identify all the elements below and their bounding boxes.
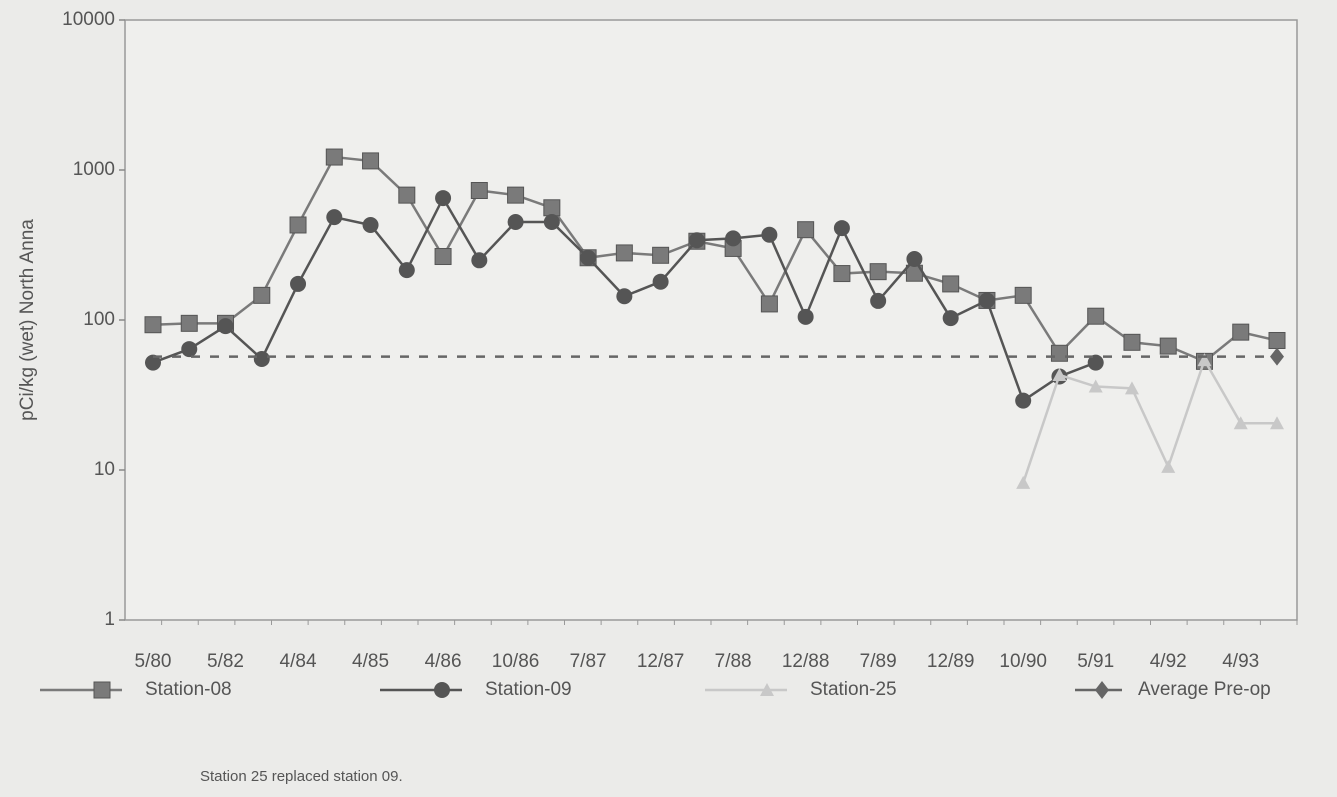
- x-tick-label: 7/88: [715, 651, 752, 672]
- data-point: [289, 216, 307, 234]
- data-point: [145, 354, 161, 371]
- data-point: [1232, 323, 1250, 341]
- x-tick-label: 4/93: [1222, 651, 1259, 672]
- data-point: [543, 214, 560, 231]
- data-point: [1270, 347, 1284, 366]
- data-point: [942, 310, 959, 327]
- data-point: [1161, 459, 1176, 473]
- y-axis-label: pCi/kg (wet) North Anna: [17, 219, 38, 421]
- y-tick-label: 10000: [62, 9, 115, 30]
- legend-marker: [1095, 681, 1109, 699]
- data-point: [435, 190, 452, 207]
- data-point: [906, 251, 923, 268]
- data-point: [1050, 344, 1068, 362]
- data-point: [253, 350, 270, 367]
- x-tick-label: 12/87: [637, 651, 685, 672]
- data-point: [217, 318, 234, 335]
- data-point: [1270, 416, 1284, 430]
- data-point: [1197, 353, 1212, 367]
- data-point: [543, 199, 561, 217]
- data-point: [616, 288, 633, 305]
- x-tick-label: 4/84: [280, 651, 317, 672]
- data-point: [833, 220, 850, 237]
- data-point: [362, 216, 379, 233]
- data-point: [760, 295, 778, 313]
- x-tick-label: 7/89: [860, 651, 897, 672]
- data-point: [398, 186, 416, 204]
- x-tick-label: 10/90: [999, 651, 1047, 672]
- data-point: [688, 232, 705, 249]
- y-tick-label: 1000: [73, 159, 115, 180]
- data-point: [615, 244, 633, 262]
- data-point: [180, 314, 198, 332]
- legend-label: Station-25: [810, 679, 897, 700]
- data-point: [1268, 332, 1286, 350]
- x-tick-label: 4/85: [352, 651, 389, 672]
- data-point: [725, 230, 742, 247]
- data-point: [398, 262, 415, 279]
- data-point: [326, 209, 343, 226]
- data-point: [290, 275, 307, 292]
- data-point: [870, 292, 887, 309]
- data-point: [1087, 307, 1105, 325]
- x-tick-label: 7/87: [570, 651, 607, 672]
- x-tick-label: 5/80: [135, 651, 172, 672]
- x-tick-label: 4/92: [1150, 651, 1187, 672]
- legend-label: Station-09: [485, 679, 572, 700]
- legend-marker: [434, 682, 450, 698]
- series-line: [1022, 357, 1277, 484]
- data-point: [1016, 475, 1031, 489]
- data-point: [1159, 337, 1177, 355]
- y-tick-label: 1: [104, 609, 115, 630]
- legend-label: Average Pre-op: [1138, 679, 1271, 700]
- data-point: [652, 273, 669, 290]
- data-point: [253, 286, 271, 304]
- data-point: [325, 148, 343, 166]
- x-tick-label: 10/86: [492, 651, 540, 672]
- data-point: [1233, 416, 1248, 430]
- data-point: [652, 246, 670, 264]
- data-point: [471, 252, 488, 269]
- data-point: [181, 341, 198, 358]
- footnote: Station 25 replaced station 09.: [200, 768, 403, 785]
- data-point: [1087, 354, 1104, 371]
- data-point: [507, 186, 525, 204]
- data-point: [434, 248, 452, 266]
- data-point: [1014, 286, 1032, 304]
- data-point: [761, 226, 778, 243]
- x-tick-label: 5/91: [1077, 651, 1114, 672]
- data-point: [144, 316, 162, 334]
- data-point: [1088, 379, 1103, 393]
- data-point: [470, 182, 488, 200]
- data-point: [869, 263, 887, 281]
- data-point: [1015, 392, 1032, 409]
- x-tick-label: 5/82: [207, 651, 244, 672]
- data-point: [1123, 333, 1141, 351]
- data-point: [833, 265, 851, 283]
- data-point: [362, 152, 380, 170]
- plot-frame: [124, 19, 1298, 621]
- x-tick-label: 12/88: [782, 651, 830, 672]
- data-point: [797, 308, 814, 325]
- data-point: [507, 214, 524, 231]
- data-point: [797, 221, 815, 239]
- x-tick-label: 12/89: [927, 651, 975, 672]
- legend-marker: [93, 681, 111, 699]
- data-point: [580, 249, 597, 266]
- data-point: [942, 275, 960, 293]
- y-tick-label: 100: [83, 309, 115, 330]
- data-point: [1052, 367, 1067, 381]
- x-tick-label: 4/86: [425, 651, 462, 672]
- data-point: [1124, 381, 1139, 395]
- legend-label: Station-08: [145, 679, 232, 700]
- y-tick-label: 10: [94, 459, 115, 480]
- legend-marker: [760, 683, 774, 696]
- data-point: [978, 292, 995, 309]
